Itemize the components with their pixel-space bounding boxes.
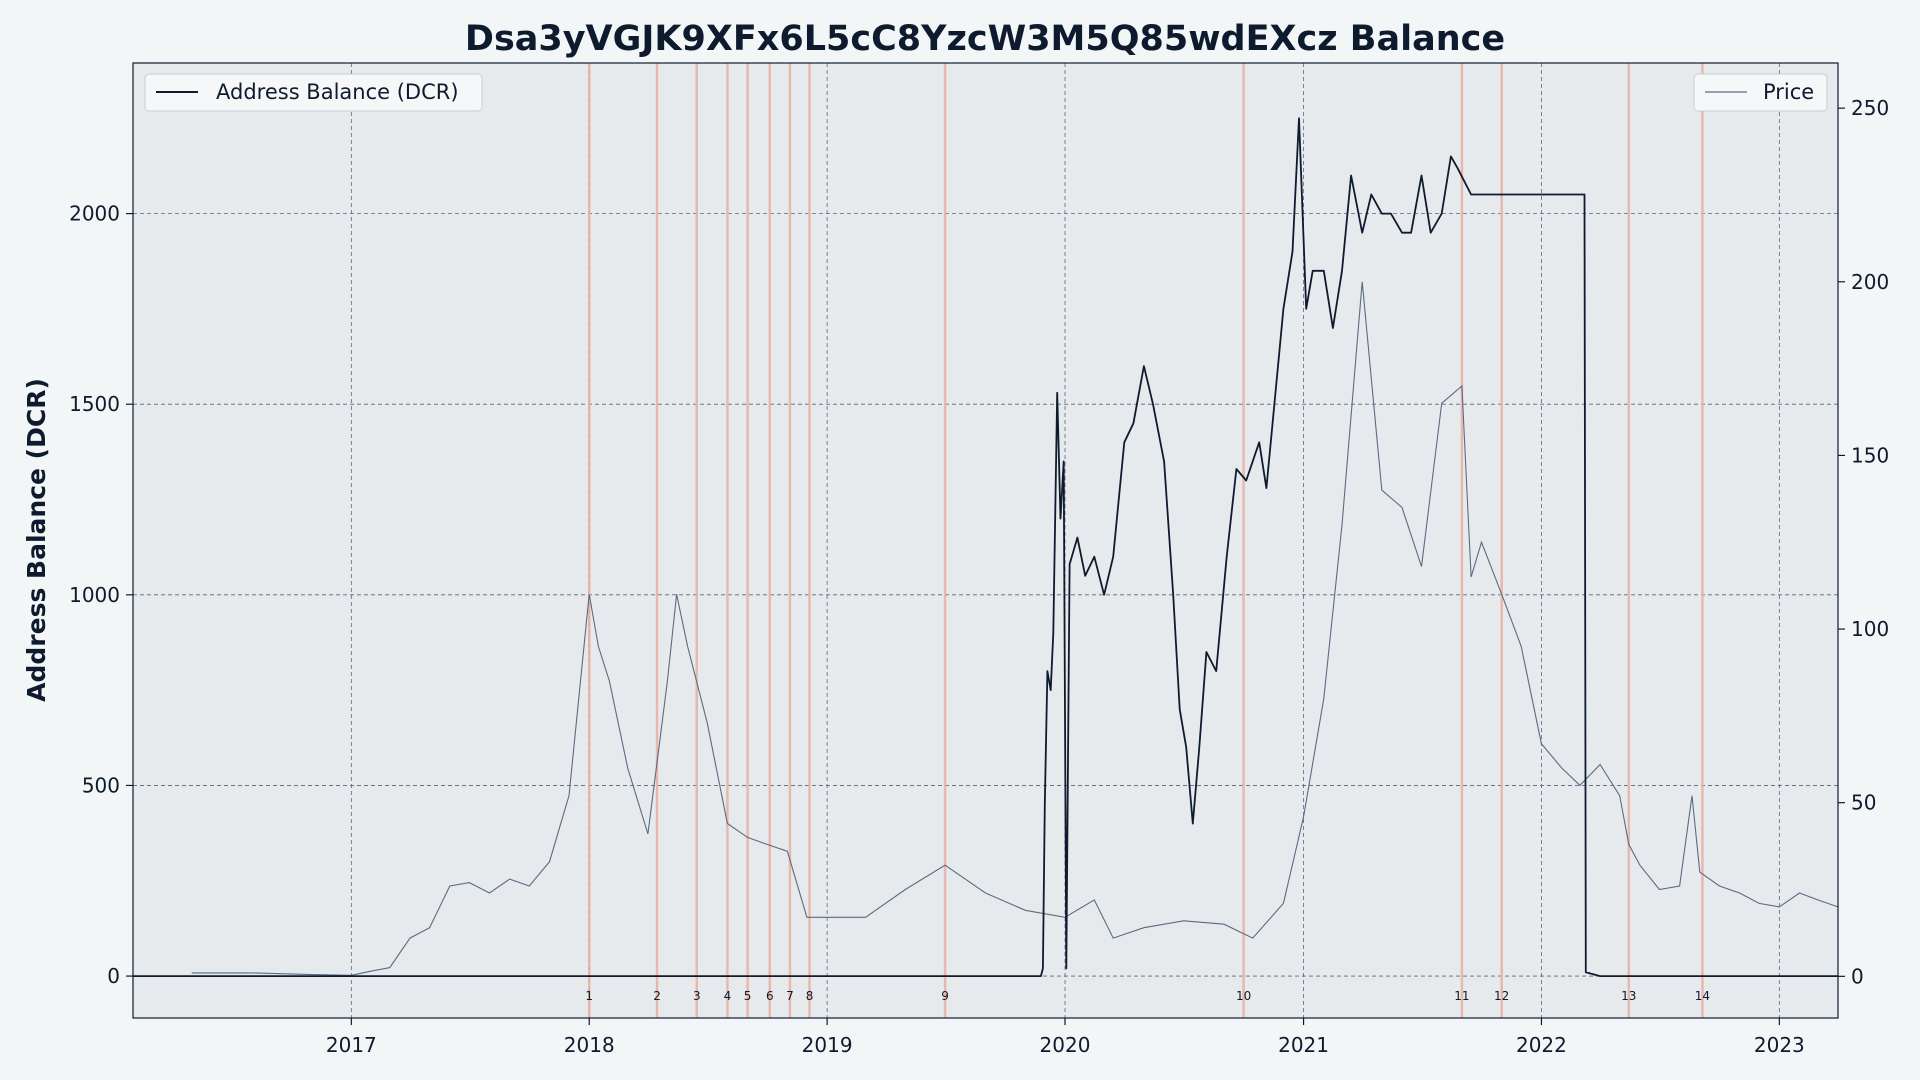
price-line: [191, 281, 1839, 976]
legend-price: Price: [1693, 73, 1828, 112]
y2-tick-label: 50: [1851, 791, 1876, 815]
event-label: 13: [1621, 989, 1636, 1003]
plot-background: [133, 63, 1838, 1018]
y2-tick-label: 150: [1851, 443, 1889, 467]
x-tick-label: 2022: [1516, 1033, 1567, 1057]
y-tick-label: 0: [107, 964, 120, 988]
event-label: 9: [941, 989, 949, 1003]
event-label: 4: [724, 989, 732, 1003]
y-tick-label: 1000: [69, 583, 120, 607]
x-tick-label: 2019: [802, 1033, 853, 1057]
event-label: 5: [744, 989, 752, 1003]
y2-tick-label: 250: [1851, 96, 1889, 120]
event-label: 11: [1454, 989, 1469, 1003]
legend-balance: Address Balance (DCR): [144, 73, 483, 112]
x-tick-label: 2018: [564, 1033, 615, 1057]
event-label: 3: [693, 989, 701, 1003]
x-tick-label: 2023: [1754, 1033, 1805, 1057]
legend-balance-label: Address Balance (DCR): [216, 80, 459, 104]
event-label: 8: [806, 989, 814, 1003]
event-label: 12: [1494, 989, 1509, 1003]
event-label: 14: [1695, 989, 1710, 1003]
event-label: 6: [766, 989, 774, 1003]
legend-price-label: Price: [1763, 80, 1814, 104]
y2-tick-label: 200: [1851, 270, 1889, 294]
y-tick-label: 2000: [69, 202, 120, 226]
x-tick-label: 2020: [1040, 1033, 1091, 1057]
plot-frame: [132, 62, 1839, 1019]
x-tick-label: 2021: [1278, 1033, 1329, 1057]
y2-tick-label: 100: [1851, 617, 1889, 641]
y-tick-label: 500: [82, 773, 120, 797]
event-label: 2: [653, 989, 661, 1003]
legend-balance-box: [144, 73, 483, 112]
event-label: 7: [786, 989, 794, 1003]
event-label: 10: [1236, 989, 1251, 1003]
chart-title: Dsa3yVGJK9XFx6L5cC8YzcW3M5Q85wdEXcz Bala…: [465, 19, 1505, 59]
legend-price-box: [1693, 73, 1828, 112]
x-tick-label: 2017: [326, 1033, 377, 1057]
series: [133, 117, 1839, 977]
ticks: 2017 2018 2019 2020 2021 2022 2023050010001500…: [69, 96, 1889, 1057]
y-tick-label: 1500: [69, 392, 120, 416]
y2-tick-label: 0: [1851, 964, 1864, 988]
balance-line: [133, 117, 1838, 977]
event-label: 1: [585, 989, 593, 1003]
y-axis-label: Address Balance (DCR): [22, 378, 51, 702]
